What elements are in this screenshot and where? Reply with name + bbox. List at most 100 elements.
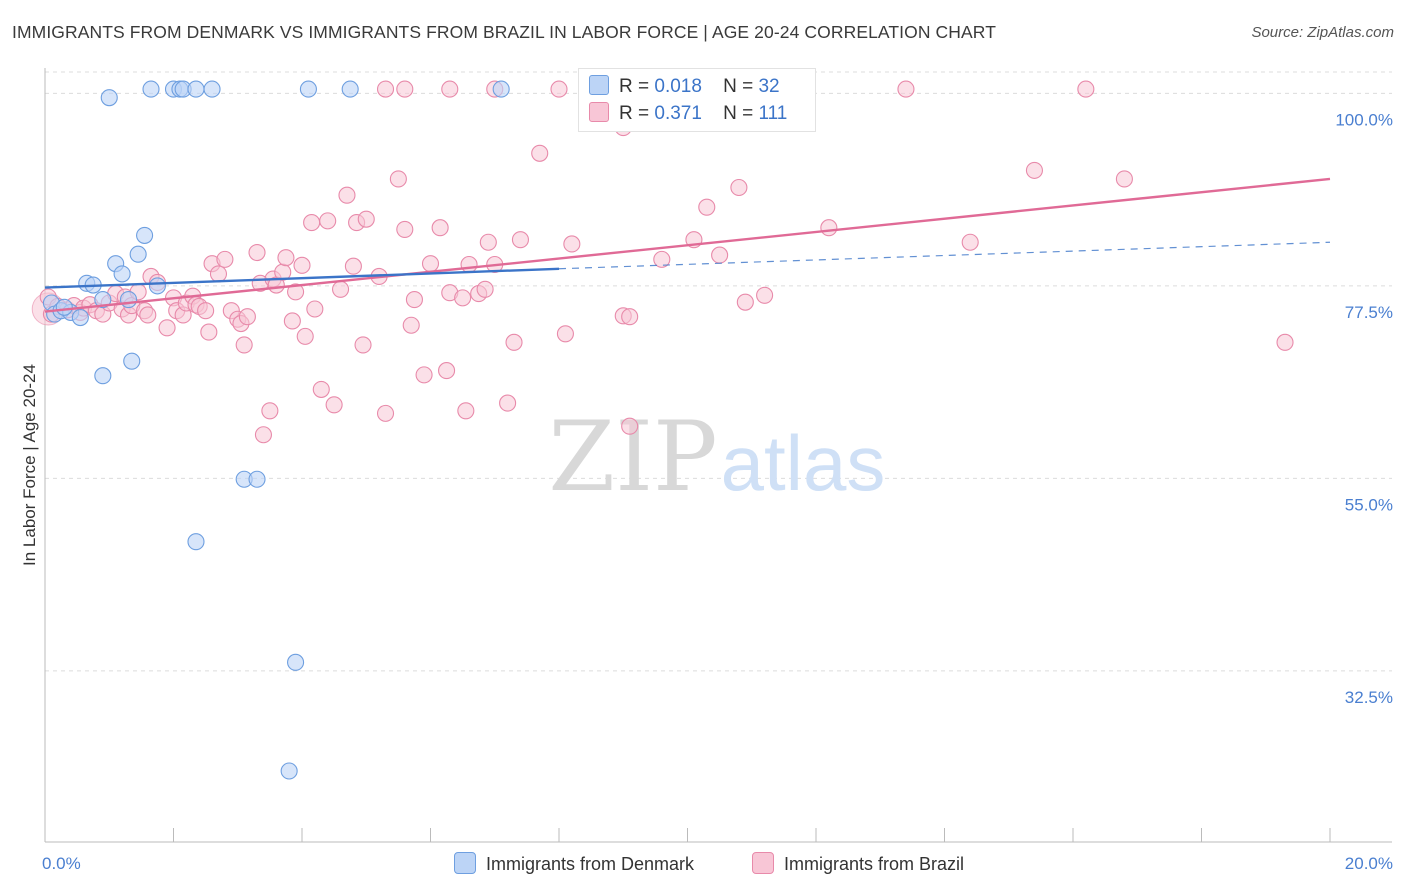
- point-brazil: [431, 219, 449, 237]
- point-brazil: [238, 308, 256, 326]
- point-brazil: [438, 362, 456, 380]
- point-denmark: [113, 265, 131, 283]
- point-brazil: [344, 257, 362, 275]
- y-tick-label: 77.5%: [1345, 303, 1393, 322]
- point-brazil: [421, 255, 440, 273]
- series-brazil-points: [31, 80, 1294, 444]
- point-brazil: [396, 80, 414, 98]
- point-brazil: [505, 333, 523, 351]
- legend-r-value-brazil: 0.371: [654, 103, 702, 124]
- point-brazil: [556, 325, 574, 343]
- source-label: Source: ZipAtlas.com: [1251, 24, 1394, 41]
- point-brazil: [216, 250, 234, 268]
- point-brazil: [197, 302, 215, 320]
- legend-n-value-denmark: 32: [758, 76, 780, 97]
- point-brazil: [200, 323, 218, 341]
- legend-swatch-brazil: [589, 102, 609, 122]
- legend-item-denmark[interactable]: Immigrants from Denmark: [454, 852, 694, 875]
- watermark: ZIP atlas: [548, 401, 885, 513]
- point-denmark: [55, 298, 73, 316]
- point-brazil: [736, 293, 754, 311]
- x-tick-label: 0.0%: [42, 854, 81, 873]
- point-brazil: [376, 80, 395, 98]
- point-brazil: [389, 170, 407, 188]
- trendline-denmark: [44, 267, 560, 289]
- point-denmark: [187, 533, 205, 551]
- point-brazil: [312, 380, 330, 398]
- point-brazil: [338, 186, 356, 204]
- point-brazil: [402, 316, 420, 334]
- legend-row-brazil: R = 0.371 N = 111: [589, 102, 787, 126]
- legend-swatch-denmark: [589, 75, 609, 95]
- point-brazil: [1025, 161, 1043, 179]
- point-brazil: [961, 233, 979, 251]
- point-brazil: [476, 280, 494, 298]
- trendline-brazil: [44, 177, 1331, 313]
- point-brazil: [457, 402, 475, 420]
- point-denmark: [94, 367, 112, 385]
- point-denmark: [492, 80, 510, 98]
- legend-n-label: N =: [723, 76, 754, 97]
- point-denmark: [136, 226, 154, 244]
- point-brazil: [499, 394, 517, 412]
- point-brazil: [711, 246, 729, 264]
- chart-title: IMMIGRANTS FROM DENMARK VS IMMIGRANTS FR…: [12, 22, 997, 42]
- tick-labels: 32.5% 55.0% 77.5% 100.0% 0.0% 20.0%: [42, 110, 1393, 873]
- y-tick-label: 100.0%: [1335, 110, 1393, 129]
- trendline-denmark-extended: [558, 241, 1331, 270]
- point-denmark: [299, 80, 317, 98]
- point-brazil: [1077, 80, 1095, 98]
- point-brazil: [1115, 170, 1133, 188]
- point-denmark: [148, 277, 166, 295]
- point-brazil: [563, 235, 581, 253]
- point-brazil: [209, 265, 228, 283]
- point-denmark: [187, 80, 205, 98]
- point-brazil: [303, 214, 321, 232]
- point-brazil: [460, 255, 478, 274]
- legend-series: Immigrants from Denmark Immigrants from …: [0, 852, 1406, 878]
- point-brazil: [248, 243, 266, 262]
- point-denmark: [100, 89, 118, 107]
- point-denmark: [142, 80, 160, 98]
- legend-swatch-brazil: [752, 852, 774, 874]
- legend-label-brazil: Immigrants from Brazil: [784, 854, 965, 874]
- point-brazil: [621, 417, 639, 435]
- point-denmark: [123, 352, 141, 370]
- point-brazil: [287, 283, 305, 301]
- legend-stats: R = 0.018 N = 32 R = 0.371 N = 111: [578, 68, 816, 132]
- x-tick-label: 20.0%: [1345, 854, 1393, 873]
- series-denmark-points: [42, 80, 510, 780]
- point-brazil: [441, 80, 459, 98]
- legend-r-value-denmark: 0.018: [654, 76, 702, 97]
- point-denmark: [280, 762, 298, 780]
- point-brazil: [415, 366, 433, 384]
- point-brazil: [550, 80, 568, 98]
- point-brazil: [325, 396, 343, 414]
- point-brazil: [306, 300, 324, 318]
- point-brazil: [897, 80, 915, 98]
- point-brazil: [235, 336, 253, 354]
- legend-item-brazil[interactable]: Immigrants from Brazil: [752, 852, 964, 875]
- point-brazil: [139, 306, 157, 324]
- watermark-zip: ZIP: [548, 401, 717, 513]
- watermark-atlas: atlas: [721, 419, 886, 507]
- y-tick-label: 55.0%: [1345, 495, 1393, 514]
- legend-swatch-denmark: [454, 852, 476, 874]
- point-brazil: [293, 256, 311, 274]
- trendlines: [44, 177, 1331, 313]
- point-denmark: [129, 245, 147, 263]
- y-axis-label: In Labor Force | Age 20-24: [20, 364, 39, 566]
- point-brazil: [405, 291, 423, 309]
- point-brazil: [511, 231, 530, 249]
- point-brazil: [158, 319, 176, 337]
- point-brazil: [756, 286, 774, 304]
- point-brazil: [331, 280, 350, 298]
- point-brazil: [531, 144, 549, 162]
- point-denmark: [119, 291, 138, 309]
- legend-r-label: R =: [619, 76, 650, 97]
- y-tick-label: 32.5%: [1345, 688, 1393, 707]
- point-denmark: [71, 308, 89, 327]
- point-denmark: [287, 653, 305, 671]
- point-brazil: [698, 198, 716, 216]
